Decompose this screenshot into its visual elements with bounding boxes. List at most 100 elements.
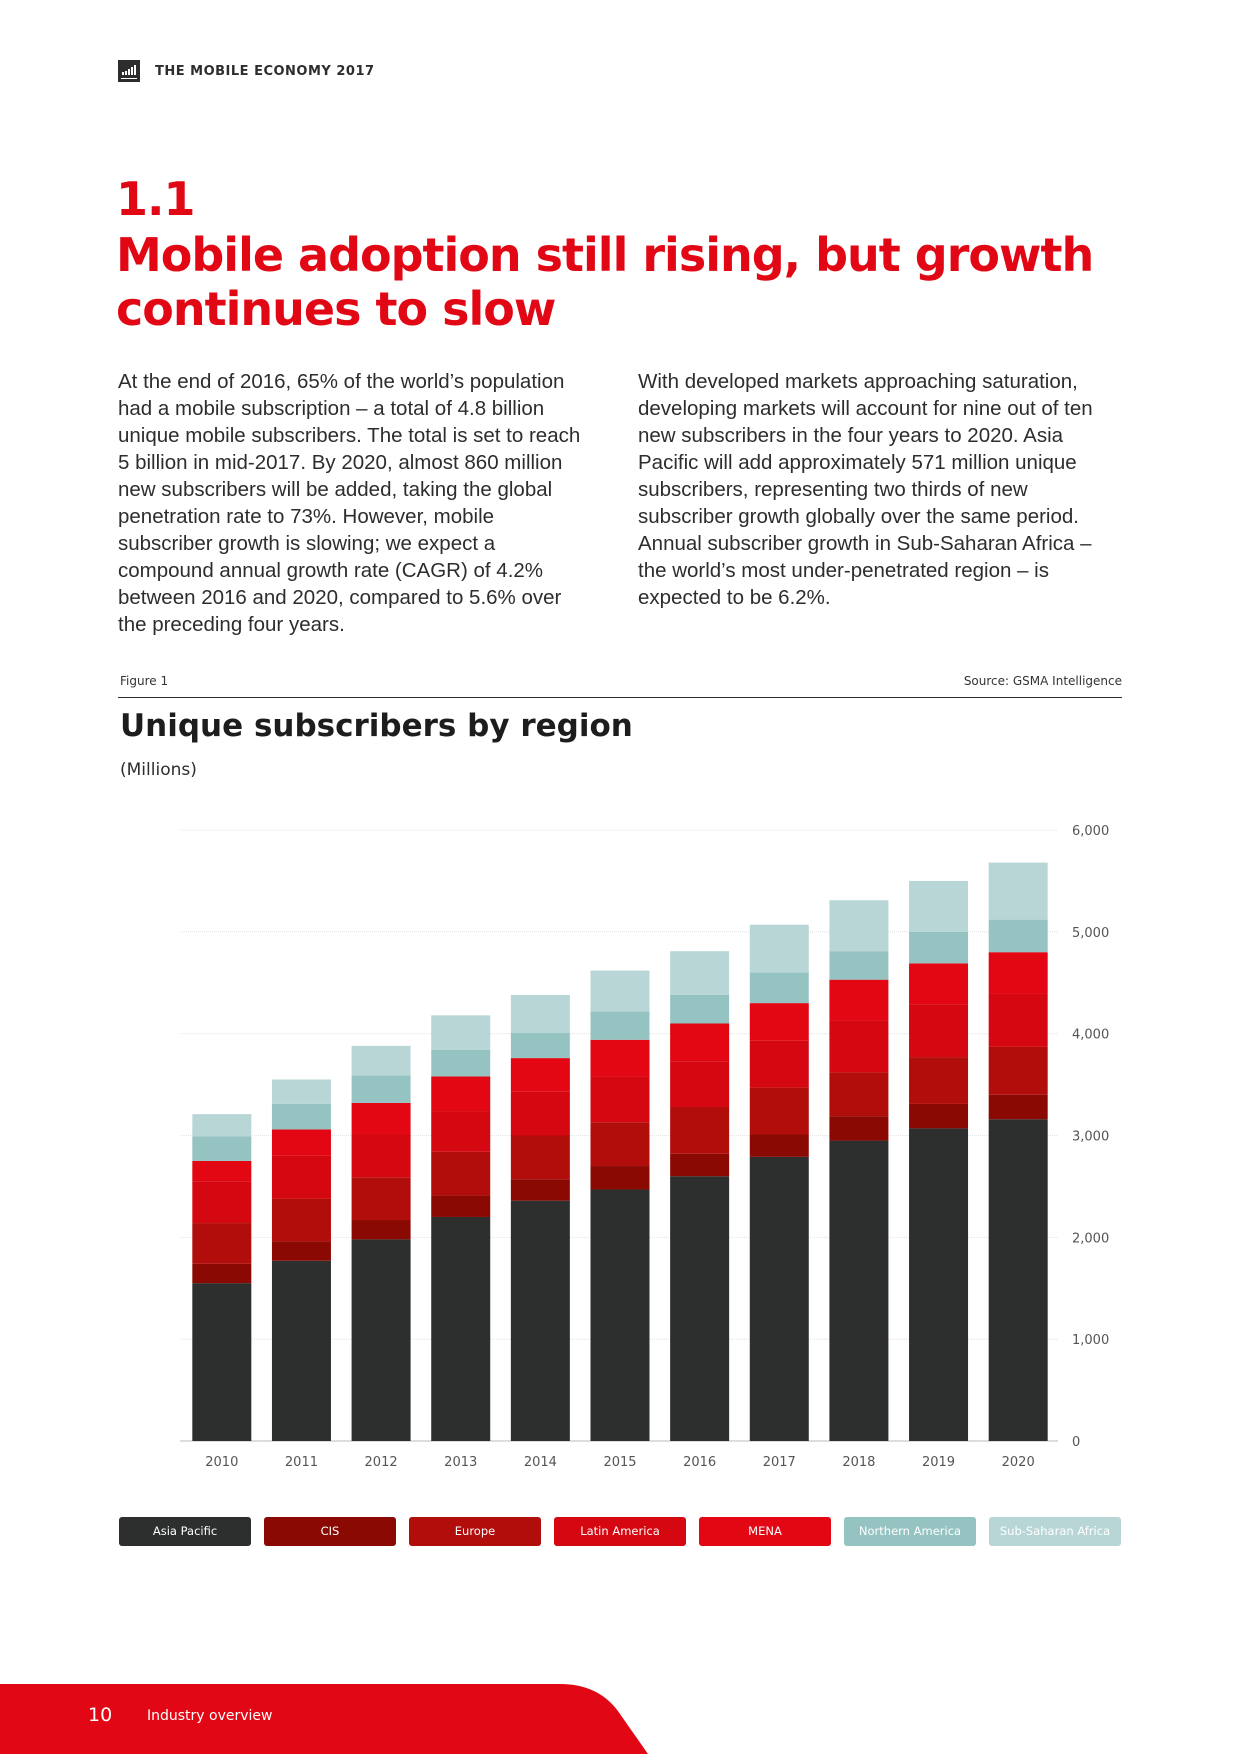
bar-segment: [909, 880, 969, 932]
bar-segment: [351, 1220, 411, 1240]
bar-segment: [192, 1223, 252, 1264]
bar-segment: [510, 1179, 570, 1201]
figure-divider: [118, 697, 1122, 698]
x-tick-label: 2014: [524, 1455, 557, 1470]
chart-subtitle: (Millions): [120, 760, 197, 780]
bar-segment: [271, 1260, 331, 1441]
bar-segment: [988, 952, 1048, 994]
bar-segment: [351, 1075, 411, 1103]
bar-segment: [192, 1181, 252, 1224]
x-tick-label: 2016: [683, 1455, 716, 1470]
bar-segment: [988, 1119, 1048, 1441]
bar-segment: [431, 1111, 491, 1152]
bar-segment: [909, 1103, 969, 1129]
bar-segment: [271, 1155, 331, 1199]
bar-segment: [909, 1128, 969, 1441]
bar-segment: [749, 1003, 809, 1041]
bar-segment: [192, 1160, 252, 1182]
figure-source: Source: GSMA Intelligence: [963, 674, 1122, 688]
bar-segment: [510, 1032, 570, 1059]
body-column-left: At the end of 2016, 65% of the world’s p…: [118, 370, 581, 636]
bar-segment: [351, 1239, 411, 1441]
bar-segment: [749, 924, 809, 973]
bar-segment: [351, 1102, 411, 1135]
bar-segment: [271, 1079, 331, 1104]
page-header: THE MOBILE ECONOMY 2017: [118, 60, 375, 82]
bar-segment: [271, 1241, 331, 1261]
bar-segment: [829, 1072, 889, 1117]
legend-item: Northern America: [844, 1517, 976, 1546]
x-tick-label: 2015: [603, 1455, 636, 1470]
y-tick-label: 4,000: [1072, 1028, 1109, 1043]
bar-segment: [749, 1156, 809, 1441]
bar-segment: [590, 1166, 650, 1190]
bar-segment: [829, 1140, 889, 1441]
bar-segment: [351, 1177, 411, 1221]
x-tick-label: 2019: [922, 1455, 955, 1470]
y-tick-label: 5,000: [1072, 926, 1109, 941]
bar-segment: [192, 1283, 252, 1441]
bar-segment: [590, 1039, 650, 1077]
y-tick-label: 2,000: [1072, 1231, 1109, 1246]
legend-item: MENA: [699, 1517, 831, 1546]
bar-segment: [829, 900, 889, 952]
bar-segment: [670, 951, 730, 995]
bar-segment: [431, 1216, 491, 1441]
bar-segment: [670, 1023, 730, 1062]
gsma-logo-icon: [118, 60, 140, 82]
bar-segment: [271, 1198, 331, 1242]
x-tick-label: 2020: [1002, 1455, 1035, 1470]
bar-segment: [431, 1076, 491, 1112]
legend-item: Latin America: [554, 1517, 686, 1546]
bar-segment: [988, 1046, 1048, 1095]
legend-item: Asia Pacific: [119, 1517, 251, 1546]
bar-segment: [510, 1200, 570, 1441]
bar-segment: [192, 1263, 252, 1284]
bar-segment: [192, 1114, 252, 1137]
bar-segment: [909, 1057, 969, 1104]
bar-segment: [909, 931, 969, 964]
bar-segment: [909, 1004, 969, 1058]
bar-segment: [431, 1151, 491, 1196]
y-tick-label: 1,000: [1072, 1333, 1109, 1348]
bar-segment: [829, 951, 889, 980]
bar-segment: [988, 862, 1048, 920]
bar-segment: [749, 1040, 809, 1088]
bar-segment: [829, 1116, 889, 1141]
bar-segment: [590, 1122, 650, 1167]
bar-segment: [271, 1103, 331, 1130]
bar-segment: [670, 1176, 730, 1441]
bar-segment: [271, 1129, 331, 1156]
y-tick-label: 0: [1072, 1435, 1080, 1450]
bar-segment: [988, 993, 1048, 1047]
x-tick-label: 2017: [763, 1455, 796, 1470]
legend-item: Sub-Saharan Africa: [989, 1517, 1121, 1546]
bar-segment: [909, 963, 969, 1005]
y-tick-label: 6,000: [1072, 824, 1109, 839]
bar-segment: [749, 1134, 809, 1157]
bar-segment: [510, 1058, 570, 1092]
chart-title: Unique subscribers by region: [120, 708, 633, 744]
bar-segment: [431, 1049, 491, 1077]
bar-segment: [590, 970, 650, 1012]
stacked-bar-chart: 0 1,000 2,000 3,000 4,000 5,000 6,000 2010 2011 2…: [180, 824, 1109, 1470]
bar-segment: [670, 994, 730, 1024]
legend-item: CIS: [264, 1517, 396, 1546]
legend-item: Europe: [409, 1517, 541, 1546]
bar-segment: [829, 1020, 889, 1073]
bar-segment: [510, 1091, 570, 1136]
bar-segment: [590, 1011, 650, 1040]
page-number: 10: [88, 1704, 113, 1726]
bar-segment: [431, 1195, 491, 1217]
bar-segment: [510, 1135, 570, 1180]
figure-label: Figure 1: [120, 674, 169, 688]
bar-segment: [510, 994, 570, 1033]
bar-segment: [351, 1045, 411, 1076]
x-tick-label: 2010: [205, 1455, 238, 1470]
y-tick-label: 3,000: [1072, 1130, 1109, 1145]
footer-section-label: Industry overview: [147, 1708, 273, 1724]
bar-segment: [829, 979, 889, 1021]
publication-title: THE MOBILE ECONOMY 2017: [155, 63, 375, 79]
x-tick-label: 2011: [285, 1455, 318, 1470]
